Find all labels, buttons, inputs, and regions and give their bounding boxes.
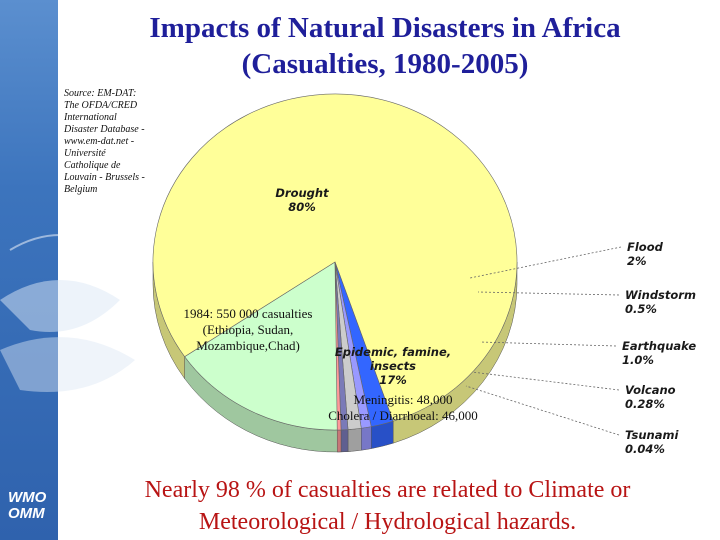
note-1984: 1984: 550 000 casualties (Ethiopia, Suda… xyxy=(168,306,328,354)
sidebar-band xyxy=(0,0,58,540)
leader-line-earthquake xyxy=(479,341,617,347)
pie-label-earthquake-line: 1.0% xyxy=(622,353,654,367)
footer-line-1: Nearly 98 % of casualties are related to… xyxy=(144,477,631,503)
pie-label-epidemic-famine-insects-line: Epidemic, famine, xyxy=(335,345,451,359)
pie-label-windstorm-line: 0.5% xyxy=(625,302,657,316)
pie-label-volcano-line: 0.28% xyxy=(625,397,665,411)
pie-label-volcano-line: Volcano xyxy=(625,383,676,397)
leader-line-volcano xyxy=(471,371,620,391)
leader-line-tsunami xyxy=(465,385,620,436)
pie-label-earthquake: Earthquake 1.0% xyxy=(622,339,696,367)
note-disease-line-2: Cholera / Diarrhoeal: 46,000 xyxy=(328,408,478,423)
pie-label-epidemic-famine-insects-line: insects xyxy=(370,359,416,373)
pie-label-drought-line: Drought xyxy=(275,186,329,200)
pie-label-earthquake-line: Earthquake xyxy=(622,339,696,353)
note-1984-line-1: 1984: 550 000 casualties xyxy=(183,306,313,321)
leader-line-windstorm xyxy=(477,291,620,296)
pie-label-tsunami-line: Tsunami xyxy=(625,428,679,442)
logo-line-2: OMM xyxy=(8,505,45,522)
pie-side-volcano-0 xyxy=(340,429,349,453)
pie-label-flood-line: 2% xyxy=(627,254,647,268)
pie-label-flood: Flood 2% xyxy=(627,240,664,268)
title-line-1: Impacts of Natural Disasters in Africa xyxy=(149,12,621,44)
pie-label-flood-line: Flood xyxy=(627,240,664,254)
pie-side-tsunami-0 xyxy=(336,429,342,453)
note-1984-line-3: Mozambique,Chad) xyxy=(196,338,300,353)
leader-line-flood xyxy=(469,246,622,279)
note-disease-line-1: Meningitis: 48,000 xyxy=(353,392,453,407)
logo-line-1: WMO xyxy=(8,489,47,506)
pie-label-epidemic-famine-insects: Epidemic, famine, insects 17% xyxy=(335,345,451,387)
wmo-logo: WMO OMM xyxy=(8,490,46,522)
title-line-2: (Casualties, 1980-2005) xyxy=(241,48,529,80)
footer-statement: Nearly 98 % of casualties are related to… xyxy=(60,474,715,538)
slide-title: Impacts of Natural Disasters in Africa (… xyxy=(90,10,680,82)
pie-slice-tsunami xyxy=(334,261,342,431)
footer-line-2: Meteorological / Hydrological hazards. xyxy=(198,509,577,535)
pie-label-epidemic-famine-insects-line: 17% xyxy=(379,373,407,387)
pie-label-drought: Drought 80% xyxy=(275,186,329,214)
pie-label-tsunami-line: 0.04% xyxy=(625,442,665,456)
pie-label-drought-line: 80% xyxy=(288,200,316,214)
pie-label-windstorm: Windstorm 0.5% xyxy=(625,288,696,316)
pie-label-windstorm-line: Windstorm xyxy=(625,288,696,302)
note-disease: Meningitis: 48,000 Cholera / Diarrhoeal:… xyxy=(308,392,498,424)
pie-label-tsunami: Tsunami 0.04% xyxy=(625,428,679,456)
pie-side-windstorm-0 xyxy=(361,426,372,451)
note-1984-line-2: (Ethiopia, Sudan, xyxy=(202,322,294,337)
sidebar-decoration xyxy=(0,234,135,392)
source-note: Source: EM-DAT: The OFDA/CRED Internatio… xyxy=(64,88,145,195)
pie-slice-drought xyxy=(152,93,518,422)
pie-slice-epidemic-famine-insects xyxy=(184,261,352,431)
pie-label-volcano: Volcano 0.28% xyxy=(625,383,676,411)
pie-side-earthquake-0 xyxy=(347,427,362,452)
